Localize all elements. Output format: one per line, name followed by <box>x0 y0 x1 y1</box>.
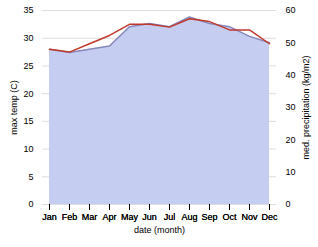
svg-text:50: 50 <box>286 38 296 48</box>
svg-text:Apr: Apr <box>102 212 116 222</box>
svg-text:20: 20 <box>286 135 296 145</box>
svg-text:Mar: Mar <box>82 212 98 222</box>
svg-text:Jan: Jan <box>42 212 57 222</box>
svg-text:40: 40 <box>286 70 296 80</box>
svg-text:Nov: Nov <box>241 212 258 222</box>
svg-text:May: May <box>121 212 139 222</box>
svg-text:May: May <box>121 212 139 222</box>
svg-text:Mar: Mar <box>82 212 98 222</box>
svg-text:Jan: Jan <box>42 212 57 222</box>
svg-text:max temp (C): max temp (C) <box>9 80 19 135</box>
svg-text:Jun: Jun <box>142 212 157 222</box>
svg-text:10: 10 <box>286 167 296 177</box>
svg-text:Aug: Aug <box>181 212 197 222</box>
svg-text:30: 30 <box>23 33 33 43</box>
svg-text:Nov: Nov <box>241 212 258 222</box>
svg-text:Oct: Oct <box>222 212 237 222</box>
svg-text:20: 20 <box>23 89 33 99</box>
svg-text:Feb: Feb <box>62 212 78 222</box>
svg-text:10: 10 <box>23 144 33 154</box>
svg-text:med. precipitation (kg/m2): med. precipitation (kg/m2) <box>301 55 311 159</box>
svg-text:Dec: Dec <box>261 212 278 222</box>
svg-text:Jun: Jun <box>142 212 157 222</box>
svg-text:15: 15 <box>23 116 33 126</box>
svg-text:0: 0 <box>286 199 291 209</box>
svg-text:Aug: Aug <box>181 212 197 222</box>
svg-text:25: 25 <box>23 61 33 71</box>
svg-text:Oct: Oct <box>222 212 237 222</box>
svg-text:5: 5 <box>28 172 33 182</box>
svg-text:Feb: Feb <box>62 212 78 222</box>
svg-text:Apr: Apr <box>102 212 116 222</box>
svg-text:60: 60 <box>286 5 296 15</box>
svg-text:Jul: Jul <box>164 212 176 222</box>
svg-text:date (month): date (month) <box>134 225 185 235</box>
svg-text:Dec: Dec <box>261 212 278 222</box>
svg-text:Sep: Sep <box>201 212 217 222</box>
svg-text:0: 0 <box>28 199 33 209</box>
svg-text:30: 30 <box>286 102 296 112</box>
svg-text:Sep: Sep <box>201 212 217 222</box>
svg-text:Jul: Jul <box>164 212 176 222</box>
svg-text:35: 35 <box>23 5 33 15</box>
